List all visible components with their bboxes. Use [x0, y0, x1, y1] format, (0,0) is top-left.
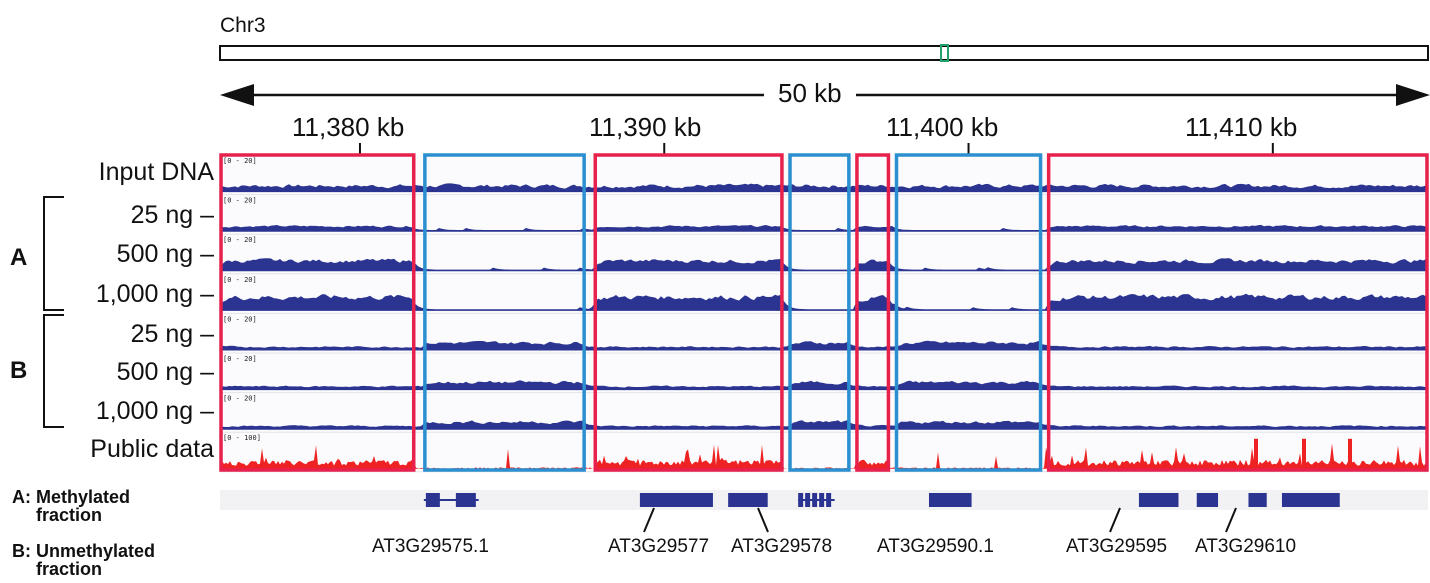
gene-leader-line	[643, 507, 655, 533]
track-label-b-25ng: 25 ng –	[130, 320, 214, 348]
legend-unmethylated-line2: fraction	[36, 559, 103, 579]
group-b-bracket	[43, 314, 64, 428]
scale-arrow-right-icon	[1396, 84, 1430, 106]
gene-label[interactable]: AT3G29575.1	[372, 536, 489, 557]
legend-unmethylated-line1: B: Unmethylated	[12, 541, 156, 561]
region-locator	[940, 44, 949, 62]
methylated-region-box	[593, 153, 784, 472]
unmethylated-region-box	[894, 153, 1043, 472]
coverage-signal	[220, 293, 1428, 311]
coverage-signal	[220, 183, 1428, 192]
gene-feature[interactable]	[1281, 493, 1340, 507]
chromosome-label: Chr3	[220, 14, 266, 37]
track-range-label: [0 - 20]	[223, 276, 257, 284]
track-range-label: [0 - 100]	[223, 434, 261, 442]
gene-label[interactable]: AT3G29595	[1066, 536, 1168, 557]
legend-methylated-line2: fraction	[36, 505, 103, 525]
group-a-label: A	[10, 244, 28, 271]
methylated-region-box	[219, 153, 416, 472]
chromosome-ideogram[interactable]	[219, 45, 1429, 61]
track-range-label: [0 - 20]	[223, 197, 257, 205]
scale-arrow-left-icon	[220, 84, 254, 106]
gene-label[interactable]: AT3G29577	[608, 536, 710, 557]
gene-feature[interactable]	[1138, 493, 1179, 507]
public-data-signal	[220, 443, 1428, 469]
group-b-label: B	[10, 357, 28, 384]
coverage-signal	[220, 420, 1428, 430]
gene-leader-line	[1225, 507, 1237, 533]
track-range-label: [0 - 20]	[223, 236, 257, 244]
gene-label[interactable]: AT3G29578	[731, 536, 833, 557]
coverage-signal	[220, 224, 1428, 232]
legend-methylated: A: Methylated fraction	[12, 488, 130, 524]
methylated-region-box	[855, 153, 891, 472]
track-label-a-1000ng: 1,000 ng –	[95, 280, 214, 308]
public-data-peak	[1254, 438, 1258, 469]
group-a-bracket	[43, 196, 64, 311]
gene-exon[interactable]	[425, 493, 440, 507]
highlight-boxes	[219, 153, 1429, 472]
gene-feature[interactable]	[1248, 493, 1267, 507]
public-data-peak	[1348, 438, 1352, 469]
gene-label[interactable]: AT3G29590.1	[877, 536, 994, 557]
gene-leader-line	[1109, 507, 1121, 533]
tick-label: 11,390 kb	[589, 112, 702, 142]
gene-label[interactable]: AT3G29610	[1195, 536, 1297, 557]
track-label-a-500ng: 500 ng –	[116, 240, 214, 268]
track-label-a-25ng: 25 ng –	[130, 201, 214, 229]
gene-features	[423, 493, 1340, 533]
coverage-signal	[220, 340, 1428, 350]
gene-leader-line	[757, 507, 769, 533]
track-label-public-data: Public data	[90, 435, 214, 463]
tick-label: 11,410 kb	[1185, 112, 1298, 142]
ruler-ticks	[358, 143, 1274, 155]
legend-unmethylated: B: Unmethylated fraction	[12, 542, 155, 578]
track-label-b-500ng: 500 ng –	[116, 358, 214, 386]
track-range-label: [0 - 20]	[223, 157, 257, 165]
public-data-peak	[1302, 438, 1306, 469]
gene-feature[interactable]	[639, 493, 713, 507]
track-range-label: [0 - 20]	[223, 355, 257, 363]
gene-feature[interactable]	[928, 493, 972, 507]
legend-methylated-line1: A: Methylated	[12, 487, 131, 507]
track-stack: [0 - 20] [0 - 20] [0 - 20] [0 - 20] [0 - 20]…	[220, 157, 1428, 473]
gene-exon[interactable]	[455, 493, 476, 507]
track-range-label: [0 - 20]	[223, 395, 257, 403]
methylated-region-box	[1046, 153, 1429, 472]
tick-label: 11,400 kb	[886, 112, 999, 142]
scale-label: 50 kb	[764, 78, 856, 109]
track-range-label: [0 - 20]	[223, 315, 257, 323]
coverage-signal	[220, 380, 1428, 390]
unmethylated-region-box	[423, 153, 586, 472]
track-label-input-dna: Input DNA	[98, 158, 214, 186]
gene-feature[interactable]	[1196, 493, 1219, 507]
track-label-b-1000ng: 1,000 ng –	[95, 397, 214, 425]
coverage-signal	[220, 258, 1428, 271]
unmethylated-region-box	[788, 153, 851, 472]
tick-label: 11,380 kb	[292, 112, 405, 142]
gene-feature[interactable]	[728, 493, 768, 507]
